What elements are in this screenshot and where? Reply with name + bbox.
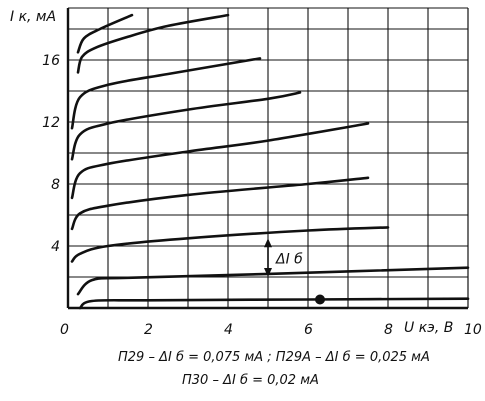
characteristic-curve-4 xyxy=(70,176,370,231)
y-tick-label: 12 xyxy=(42,115,60,131)
delta-annotation: ΔI б xyxy=(264,238,303,277)
delta-arrow-head-bottom xyxy=(264,268,272,277)
curves xyxy=(70,13,470,310)
x-tick-label: 4 xyxy=(224,322,233,338)
delta-arrow-head-top xyxy=(264,238,272,248)
y-tick-label: 16 xyxy=(42,53,60,69)
note-line-2: П30 – ΔI б = 0,02 мА xyxy=(182,373,319,388)
marker-dot xyxy=(315,294,325,305)
characteristic-curve-9 xyxy=(76,13,134,54)
x-axis-label: U кэ, В xyxy=(404,320,453,336)
y-axis-label: I к, мА xyxy=(10,9,56,25)
y-tick-label: 8 xyxy=(51,177,60,193)
characteristic-curve-6 xyxy=(70,91,302,161)
characteristic-curve-7 xyxy=(70,57,262,130)
x-tick-label: 6 xyxy=(304,322,313,338)
tick-labels: 0 2 4 6 8 10 4 8 12 16 xyxy=(42,53,482,338)
delta-label: ΔI б xyxy=(275,252,303,268)
y-tick-label: 4 xyxy=(51,239,60,255)
characteristic-curve-2 xyxy=(76,266,470,296)
x-tick-label: 8 xyxy=(384,322,393,338)
x-tick-label: 0 xyxy=(60,322,69,338)
characteristic-curve-5 xyxy=(70,122,370,200)
x-tick-label: 2 xyxy=(144,322,153,338)
characteristic-curve-8 xyxy=(76,13,230,74)
characteristic-curve-1 xyxy=(78,297,470,310)
note-line-1: П29 – ΔI б = 0,075 мА ; П29А – ΔI б = 0,… xyxy=(118,350,430,365)
x-tick-label: 10 xyxy=(464,322,482,338)
characteristic-curve-3 xyxy=(70,226,390,263)
